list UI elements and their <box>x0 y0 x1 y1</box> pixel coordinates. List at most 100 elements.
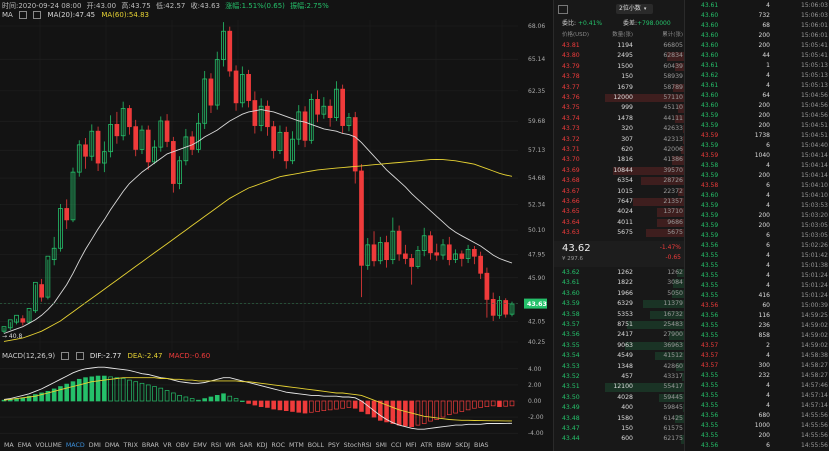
macd-bar <box>221 393 226 402</box>
macd-bar <box>365 400 371 415</box>
trade-qty: 116 <box>758 312 770 319</box>
tab-rsi[interactable]: RSI <box>210 442 222 449</box>
book-row[interactable]: 43.51 12100 55417 <box>554 382 685 392</box>
macd-chart[interactable]: 4.00 2.00 0.00 -2.00 -4.00 <box>0 360 553 440</box>
tab-kdj[interactable]: KDJ <box>256 442 268 449</box>
book-row[interactable]: 43.49 400 59845 <box>554 403 685 413</box>
tab-bbw[interactable]: BBW <box>436 442 452 449</box>
tab-obv[interactable]: OBV <box>175 442 190 449</box>
macd-bar <box>252 400 258 406</box>
tab-macd[interactable]: MACD <box>65 442 85 449</box>
tab-smi[interactable]: SMI <box>375 442 387 449</box>
settings-icon[interactable] <box>19 11 28 19</box>
book-row[interactable]: 43.70 1816 41386 <box>554 155 685 165</box>
book-cum: 5675 <box>667 229 683 237</box>
trade-time: 15:05:13 <box>801 62 828 69</box>
tab-vr[interactable]: VR <box>163 442 172 449</box>
book-row[interactable]: 43.60 1966 5050 <box>554 289 685 299</box>
macd-bar <box>258 400 264 407</box>
book-price: 43.44 <box>562 435 580 443</box>
book-row[interactable]: 43.69 10844 39570 <box>554 166 685 176</box>
book-row[interactable]: 43.78 150 58939 <box>554 72 685 82</box>
tab-psy[interactable]: PSY <box>327 442 340 449</box>
book-row[interactable]: 43.56 2417 27900 <box>554 330 685 340</box>
tab-wr[interactable]: WR <box>225 442 236 449</box>
trade-time: 14:59:02 <box>801 332 828 339</box>
tab-roc[interactable]: ROC <box>271 442 286 449</box>
tab-boll[interactable]: BOLL <box>307 442 324 449</box>
macd-bar <box>83 377 88 402</box>
qty-header: 数量(张) <box>612 32 633 38</box>
book-row[interactable]: 43.50 4028 59445 <box>554 393 685 403</box>
tab-stochrsi[interactable]: StochRSI <box>343 442 372 449</box>
tab-ema[interactable]: EMA <box>17 442 32 449</box>
book-row[interactable]: 43.73 320 42633 <box>554 124 685 134</box>
tab-volume[interactable]: VOLUME <box>35 442 62 449</box>
book-row[interactable]: 43.48 1580 61425 <box>554 414 685 424</box>
trade-qty: 4 <box>766 352 770 359</box>
book-row[interactable]: 43.76 12000 57110 <box>554 93 685 103</box>
tab-brar[interactable]: BRAR <box>141 442 160 449</box>
book-row[interactable]: 43.72 307 42313 <box>554 135 685 145</box>
book-row[interactable]: 43.52 457 43317 <box>554 372 685 382</box>
tab-sar[interactable]: SAR <box>239 442 253 449</box>
close-icon[interactable] <box>33 11 42 19</box>
book-qty: 150 <box>621 73 633 81</box>
tab-trix[interactable]: TRIX <box>123 442 138 449</box>
tab-mtm[interactable]: MTM <box>289 442 304 449</box>
book-row[interactable]: 43.79 1500 60439 <box>554 62 685 72</box>
trade-qty: 6 <box>766 242 770 249</box>
price-tick-label: 59.68 <box>528 118 545 125</box>
book-price: 43.77 <box>562 83 580 91</box>
chart-panel[interactable]: 时间:2020-09-24 08:00 开:43.00 高:43.75 低:42… <box>0 0 553 451</box>
settings-icon[interactable] <box>61 352 70 360</box>
book-row[interactable]: 43.61 1822 3084 <box>554 278 685 288</box>
tick-size-select[interactable]: 2位小数 ▾ <box>616 4 653 14</box>
book-row[interactable]: 43.75 999 45110 <box>554 103 685 113</box>
book-row[interactable]: 43.53 1348 42860 <box>554 362 685 372</box>
tab-emv[interactable]: EMV <box>193 442 207 449</box>
book-row[interactable]: 43.59 6329 11379 <box>554 299 685 309</box>
book-row[interactable]: 43.63 5675 5675 <box>554 228 685 238</box>
book-row[interactable]: 43.74 1478 44111 <box>554 114 685 124</box>
book-row[interactable]: 43.77 1679 58789 <box>554 83 685 93</box>
book-row[interactable]: 43.57 8751 25483 <box>554 320 685 330</box>
depth-bar <box>673 279 685 288</box>
book-row[interactable]: 43.81 1194 66805 <box>554 41 685 51</box>
book-row[interactable]: 43.65 4024 13710 <box>554 207 685 217</box>
book-row[interactable]: 43.54 4549 41512 <box>554 351 685 361</box>
trade-time: 14:59:02 <box>801 342 828 349</box>
book-row[interactable]: 43.66 7647 21357 <box>554 197 685 207</box>
tab-mfi[interactable]: MFI <box>405 442 417 449</box>
book-row[interactable]: 43.71 620 42006 <box>554 145 685 155</box>
macd-bar <box>346 400 352 408</box>
close-icon[interactable] <box>75 352 84 360</box>
book-row[interactable]: 43.44 600 62175 <box>554 434 685 444</box>
trade-price: 43.59 <box>701 152 719 159</box>
book-row[interactable]: 43.67 1015 22372 <box>554 187 685 197</box>
trade-price: 43.58 <box>701 182 719 189</box>
depth-icon[interactable] <box>558 5 568 14</box>
book-row[interactable]: 43.64 4011 9686 <box>554 218 685 228</box>
candlestick-chart[interactable]: 68.06 65.14 62.35 59.68 57.13 54.68 52.34 50.10… <box>0 20 553 350</box>
tab-skdj[interactable]: SKDJ <box>455 442 471 449</box>
info-open: 开:43.00 <box>86 2 117 10</box>
book-row[interactable]: 43.62 1262 1262 <box>554 268 685 278</box>
book-price: 43.64 <box>562 218 580 226</box>
tab-dma[interactable]: DMA <box>104 442 120 449</box>
tab-dmi[interactable]: DMI <box>88 442 101 449</box>
book-row[interactable]: 43.68 6354 28726 <box>554 176 685 186</box>
book-row[interactable]: 43.47 150 61575 <box>554 424 685 434</box>
macd-bar <box>202 398 207 402</box>
candle <box>421 227 427 257</box>
book-row[interactable]: 43.58 5353 16732 <box>554 310 685 320</box>
tab-bias[interactable]: BIAS <box>474 442 489 449</box>
book-row[interactable]: 43.55 9063 36963 <box>554 341 685 351</box>
tab-ma[interactable]: MA <box>4 442 14 449</box>
tab-atr[interactable]: ATR <box>420 442 433 449</box>
book-row[interactable]: 43.80 2495 62834 <box>554 51 685 61</box>
last-price-cny: ¥ 297.6 <box>562 256 583 262</box>
book-cum: 36963 <box>663 341 683 349</box>
tab-cci[interactable]: CCI <box>390 442 402 449</box>
candle <box>95 126 101 171</box>
